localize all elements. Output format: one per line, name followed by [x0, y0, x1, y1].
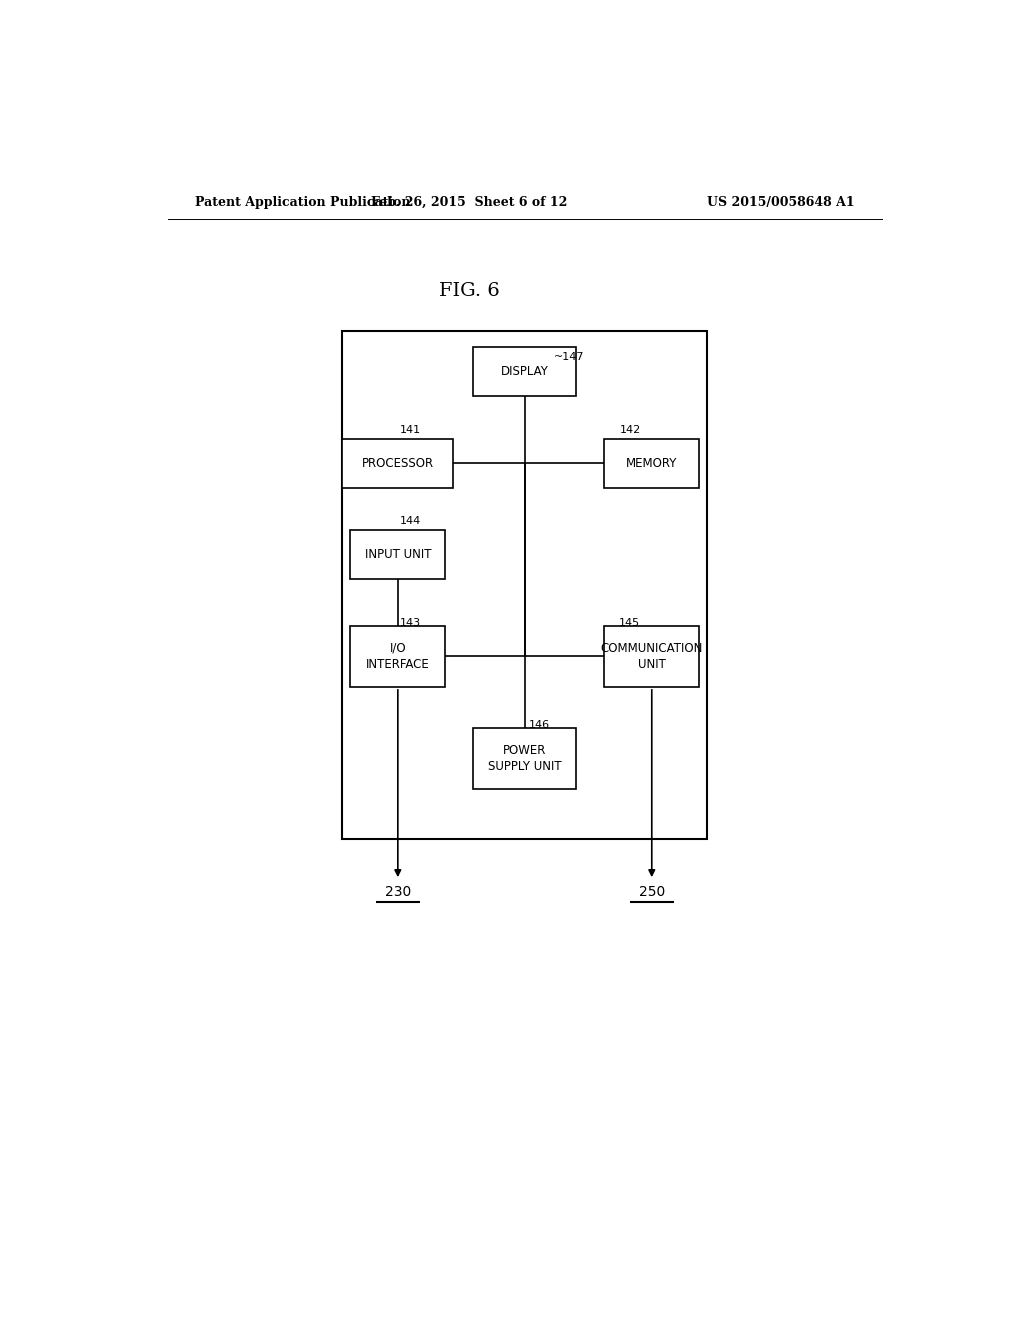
- Bar: [473, 727, 577, 788]
- Bar: [604, 626, 699, 686]
- Text: INPUT UNIT: INPUT UNIT: [365, 548, 431, 561]
- Bar: [342, 440, 454, 487]
- Text: 143: 143: [400, 618, 421, 628]
- Text: 145: 145: [618, 618, 640, 628]
- Text: POWER
SUPPLY UNIT: POWER SUPPLY UNIT: [488, 743, 561, 772]
- Text: I/O
INTERFACE: I/O INTERFACE: [366, 642, 430, 671]
- Text: 146: 146: [528, 719, 550, 730]
- Text: FIG. 6: FIG. 6: [439, 281, 500, 300]
- Text: Patent Application Publication: Patent Application Publication: [196, 195, 411, 209]
- Text: US 2015/0058648 A1: US 2015/0058648 A1: [707, 195, 854, 209]
- Text: PROCESSOR: PROCESSOR: [361, 457, 434, 470]
- Text: 144: 144: [400, 516, 422, 527]
- Text: DISPLAY: DISPLAY: [501, 366, 549, 379]
- Bar: [473, 347, 577, 396]
- Text: 230: 230: [385, 886, 411, 899]
- Text: 250: 250: [639, 886, 665, 899]
- Bar: [350, 531, 445, 579]
- Bar: [604, 440, 699, 487]
- Bar: [350, 626, 445, 686]
- Text: COMMUNICATION
UNIT: COMMUNICATION UNIT: [601, 642, 702, 671]
- Text: 142: 142: [620, 425, 641, 434]
- Bar: [342, 331, 708, 840]
- Text: ~147: ~147: [554, 351, 585, 362]
- Text: MEMORY: MEMORY: [626, 457, 678, 470]
- Text: 141: 141: [400, 425, 421, 434]
- Text: Feb. 26, 2015  Sheet 6 of 12: Feb. 26, 2015 Sheet 6 of 12: [371, 195, 567, 209]
